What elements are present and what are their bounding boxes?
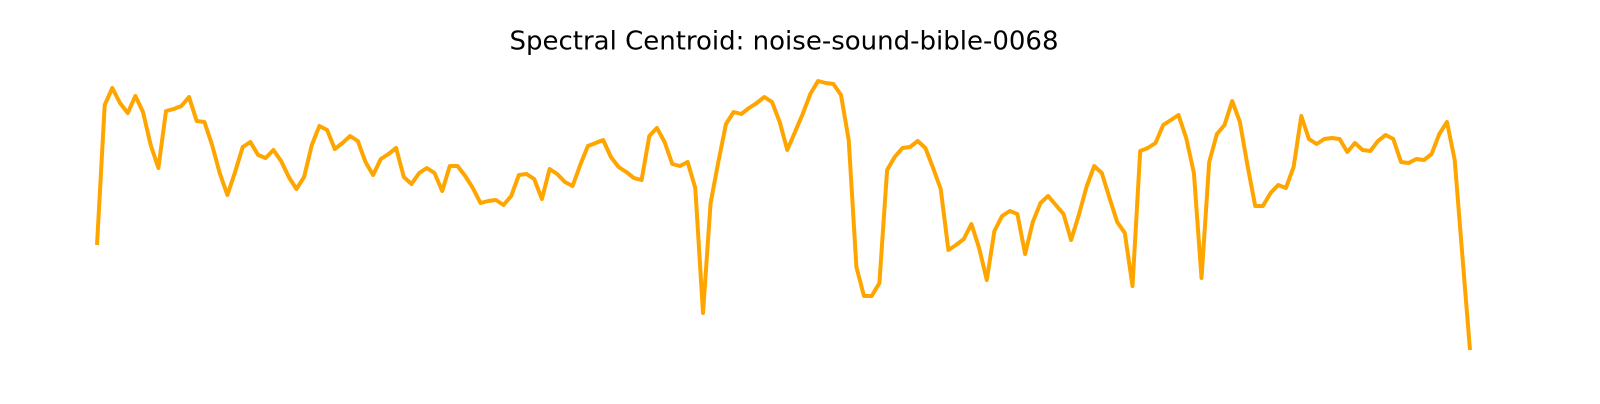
chart-title: Spectral Centroid: noise-sound-bible-006… (509, 27, 1058, 57)
line (95, 79, 1472, 351)
